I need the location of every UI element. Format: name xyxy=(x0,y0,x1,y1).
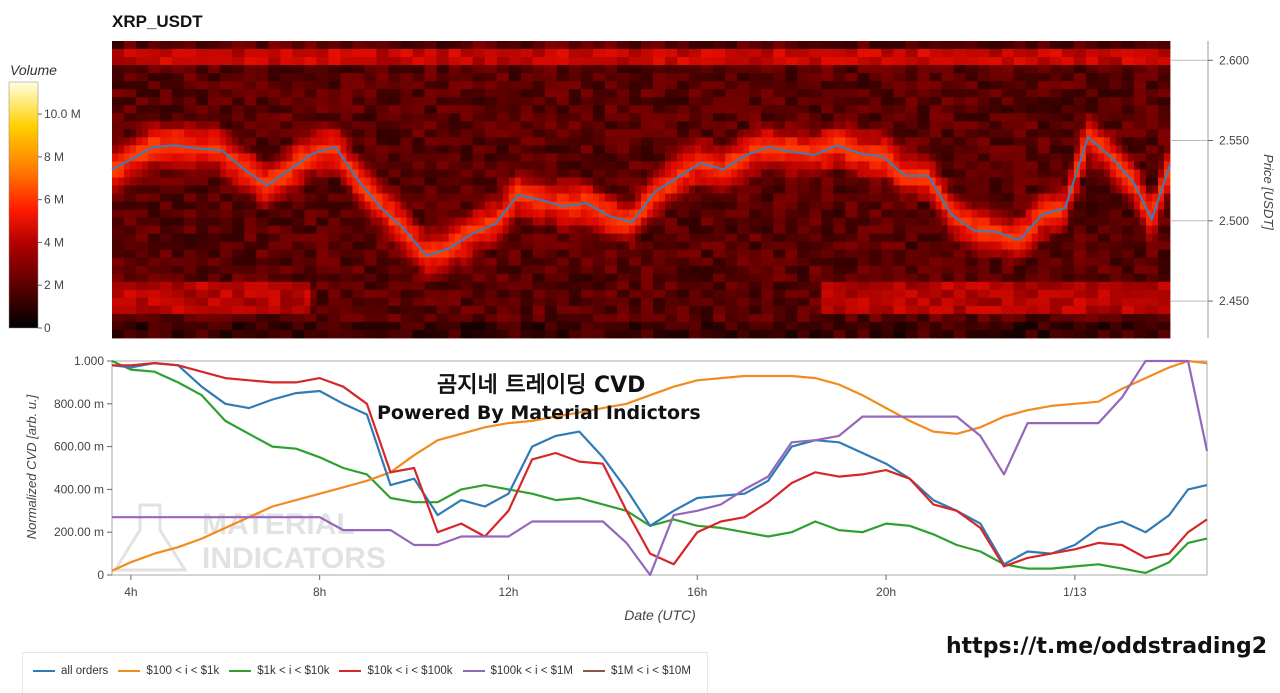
cvd-y-tick-label: 0 xyxy=(97,568,104,582)
price-heatmap-chart: 2.600 2.550 2.500 2.450 Price [USDT] xyxy=(111,41,1276,339)
colorbar-gradient xyxy=(8,81,39,329)
legend-swatch xyxy=(33,670,55,672)
colorbar-title: Volume xyxy=(10,62,57,78)
legend-swatch xyxy=(583,670,605,672)
legend-label: $10k < i < $100k xyxy=(367,665,453,677)
watermark-line1: MATERIAL xyxy=(202,508,355,541)
legend-item[interactable]: $1M < i < $10M xyxy=(583,665,691,677)
legend-label: $1k < i < $10k xyxy=(257,665,330,677)
heatmap-y-tick-label: 2.600 xyxy=(1219,53,1249,67)
watermark-line2: INDICATORS xyxy=(202,542,386,575)
colorbar-tick-label: 2 M xyxy=(44,278,64,292)
heatmap-y-axis-label: Price [USDT] xyxy=(1261,154,1276,230)
cvd-series-line xyxy=(112,359,1209,577)
heatmap-y-tick-label: 2.550 xyxy=(1219,134,1249,148)
price-line xyxy=(111,135,1171,258)
cvd-x-tick-label: 20h xyxy=(876,585,896,599)
cvd-y-tick-label: 600.00 m xyxy=(54,440,104,454)
legend-item[interactable]: $1k < i < $10k xyxy=(229,665,329,677)
legend-item[interactable]: $100k < i < $1M xyxy=(462,665,573,677)
cvd-x-tick-label: 1/13 xyxy=(1063,585,1087,599)
colorbar-tick-label: 0 xyxy=(44,321,51,335)
legend-label: $1M < i < $10M xyxy=(611,665,691,677)
colorbar-tick-label: 10.0 M xyxy=(44,107,81,121)
legend: all orders $100 < i < $1k $1k < i < $10k $1… xyxy=(22,652,708,693)
cvd-y-tick-label: 800.00 m xyxy=(54,397,104,411)
legend-label: $100 < i < $1k xyxy=(146,665,220,677)
volume-colorbar: 10.0 M 8 M 6 M 4 M 2 M 0 xyxy=(8,81,81,335)
colorbar-tick-label: 8 M xyxy=(44,150,64,164)
cvd-x-tick-label: 4h xyxy=(124,585,137,599)
legend-item[interactable]: $10k < i < $100k xyxy=(339,665,453,677)
overlay-title: 곰지네 트레이딩 CVD xyxy=(437,373,646,398)
cvd-x-tick-label: 8h xyxy=(313,585,326,599)
cvd-x-axis-label: Date (UTC) xyxy=(624,607,696,623)
heatmap-y-tick-label: 2.500 xyxy=(1219,214,1249,228)
cvd-series-line xyxy=(111,362,1208,566)
cvd-y-tick-label: 1.000 xyxy=(74,354,104,368)
cvd-plot-frame xyxy=(111,360,1208,576)
legend-swatch xyxy=(339,670,362,672)
overlay-subtitle: Powered By Material Indictors xyxy=(377,402,701,424)
colorbar-tick-label: 4 M xyxy=(44,235,64,249)
cvd-y-tick-label: 200.00 m xyxy=(54,525,104,539)
cvd-series-line xyxy=(111,359,1208,574)
flask-icon xyxy=(112,503,188,572)
material-indicators-watermark: MATERIAL INDICATORS xyxy=(112,503,386,575)
colorbar-tick-label: 6 M xyxy=(44,193,64,207)
heatmap-cells xyxy=(112,41,1171,339)
cvd-y-axis-label: Normalized CVD [arb. u.] xyxy=(24,394,39,539)
legend-swatch xyxy=(118,670,141,672)
cvd-x-tick-label: 12h xyxy=(498,585,518,599)
legend-swatch xyxy=(229,670,252,672)
cvd-line-chart: MATERIAL INDICATORS 1.000 800.00 m 600.00 … xyxy=(24,354,1209,623)
legend-item[interactable]: all orders xyxy=(33,665,108,677)
chart-title: XRP_USDT xyxy=(112,12,203,31)
cvd-series-line xyxy=(111,359,1208,572)
legend-label: all orders xyxy=(61,665,109,677)
cvd-x-tick-label: 16h xyxy=(687,585,707,599)
legend-item[interactable]: $100 < i < $1k xyxy=(118,665,219,677)
legend-label: $100k < i < $1M xyxy=(490,665,573,677)
heatmap-y-tick-label: 2.450 xyxy=(1219,294,1249,308)
telegram-link[interactable]: https://t.me/oddstrading2 xyxy=(946,634,1268,659)
cvd-series-line xyxy=(112,362,1208,568)
legend-swatch xyxy=(462,670,485,672)
cvd-y-tick-label: 400.00 m xyxy=(54,482,104,496)
